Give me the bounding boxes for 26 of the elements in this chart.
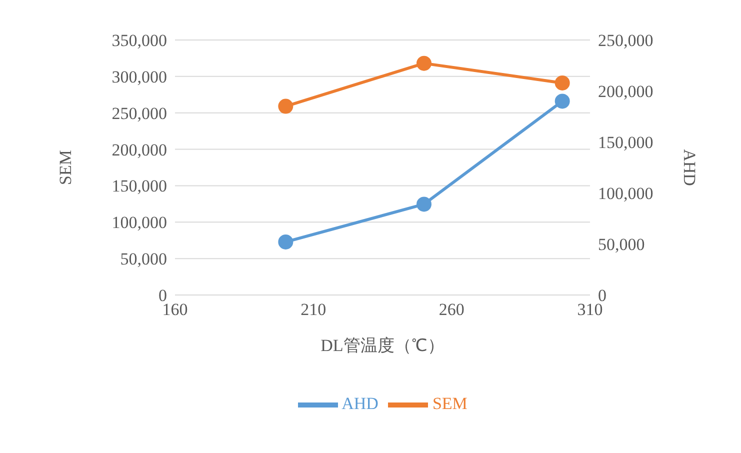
- y2-axis-title: AHD: [680, 149, 699, 186]
- x-tick-label: 260: [438, 300, 464, 320]
- point: [416, 196, 432, 212]
- y2-tick-label: 200,000: [598, 82, 654, 102]
- y-axis-title: SEM: [56, 150, 76, 185]
- legend-label: AHD: [342, 394, 378, 413]
- point: [416, 56, 432, 71]
- y-tick-label: 250,000: [112, 104, 167, 123]
- x-tick-label: 310: [577, 300, 603, 320]
- y-tick-label: 150,000: [112, 176, 167, 196]
- y2-tick-label: 50,000: [598, 235, 645, 254]
- y-tick-label: 200,000: [112, 140, 167, 160]
- point: [278, 98, 294, 114]
- y-tick-label: 300,000: [112, 67, 167, 86]
- legend-label: SEM: [432, 394, 468, 413]
- point: [278, 234, 294, 250]
- y2-tick-label: 100,000: [598, 184, 654, 204]
- x-tick-label: 210: [300, 300, 326, 320]
- y2-tick-label: 250,000: [598, 31, 654, 50]
- point: [554, 94, 570, 109]
- x-axis-title: DL管温度（℃）: [320, 336, 444, 355]
- y-tick-label: 350,000: [112, 31, 167, 50]
- y-tick-label: 50,000: [120, 250, 167, 269]
- point: [554, 75, 570, 90]
- y-tick-label: 100,000: [112, 213, 167, 232]
- y2-tick-label: 150,000: [598, 133, 654, 152]
